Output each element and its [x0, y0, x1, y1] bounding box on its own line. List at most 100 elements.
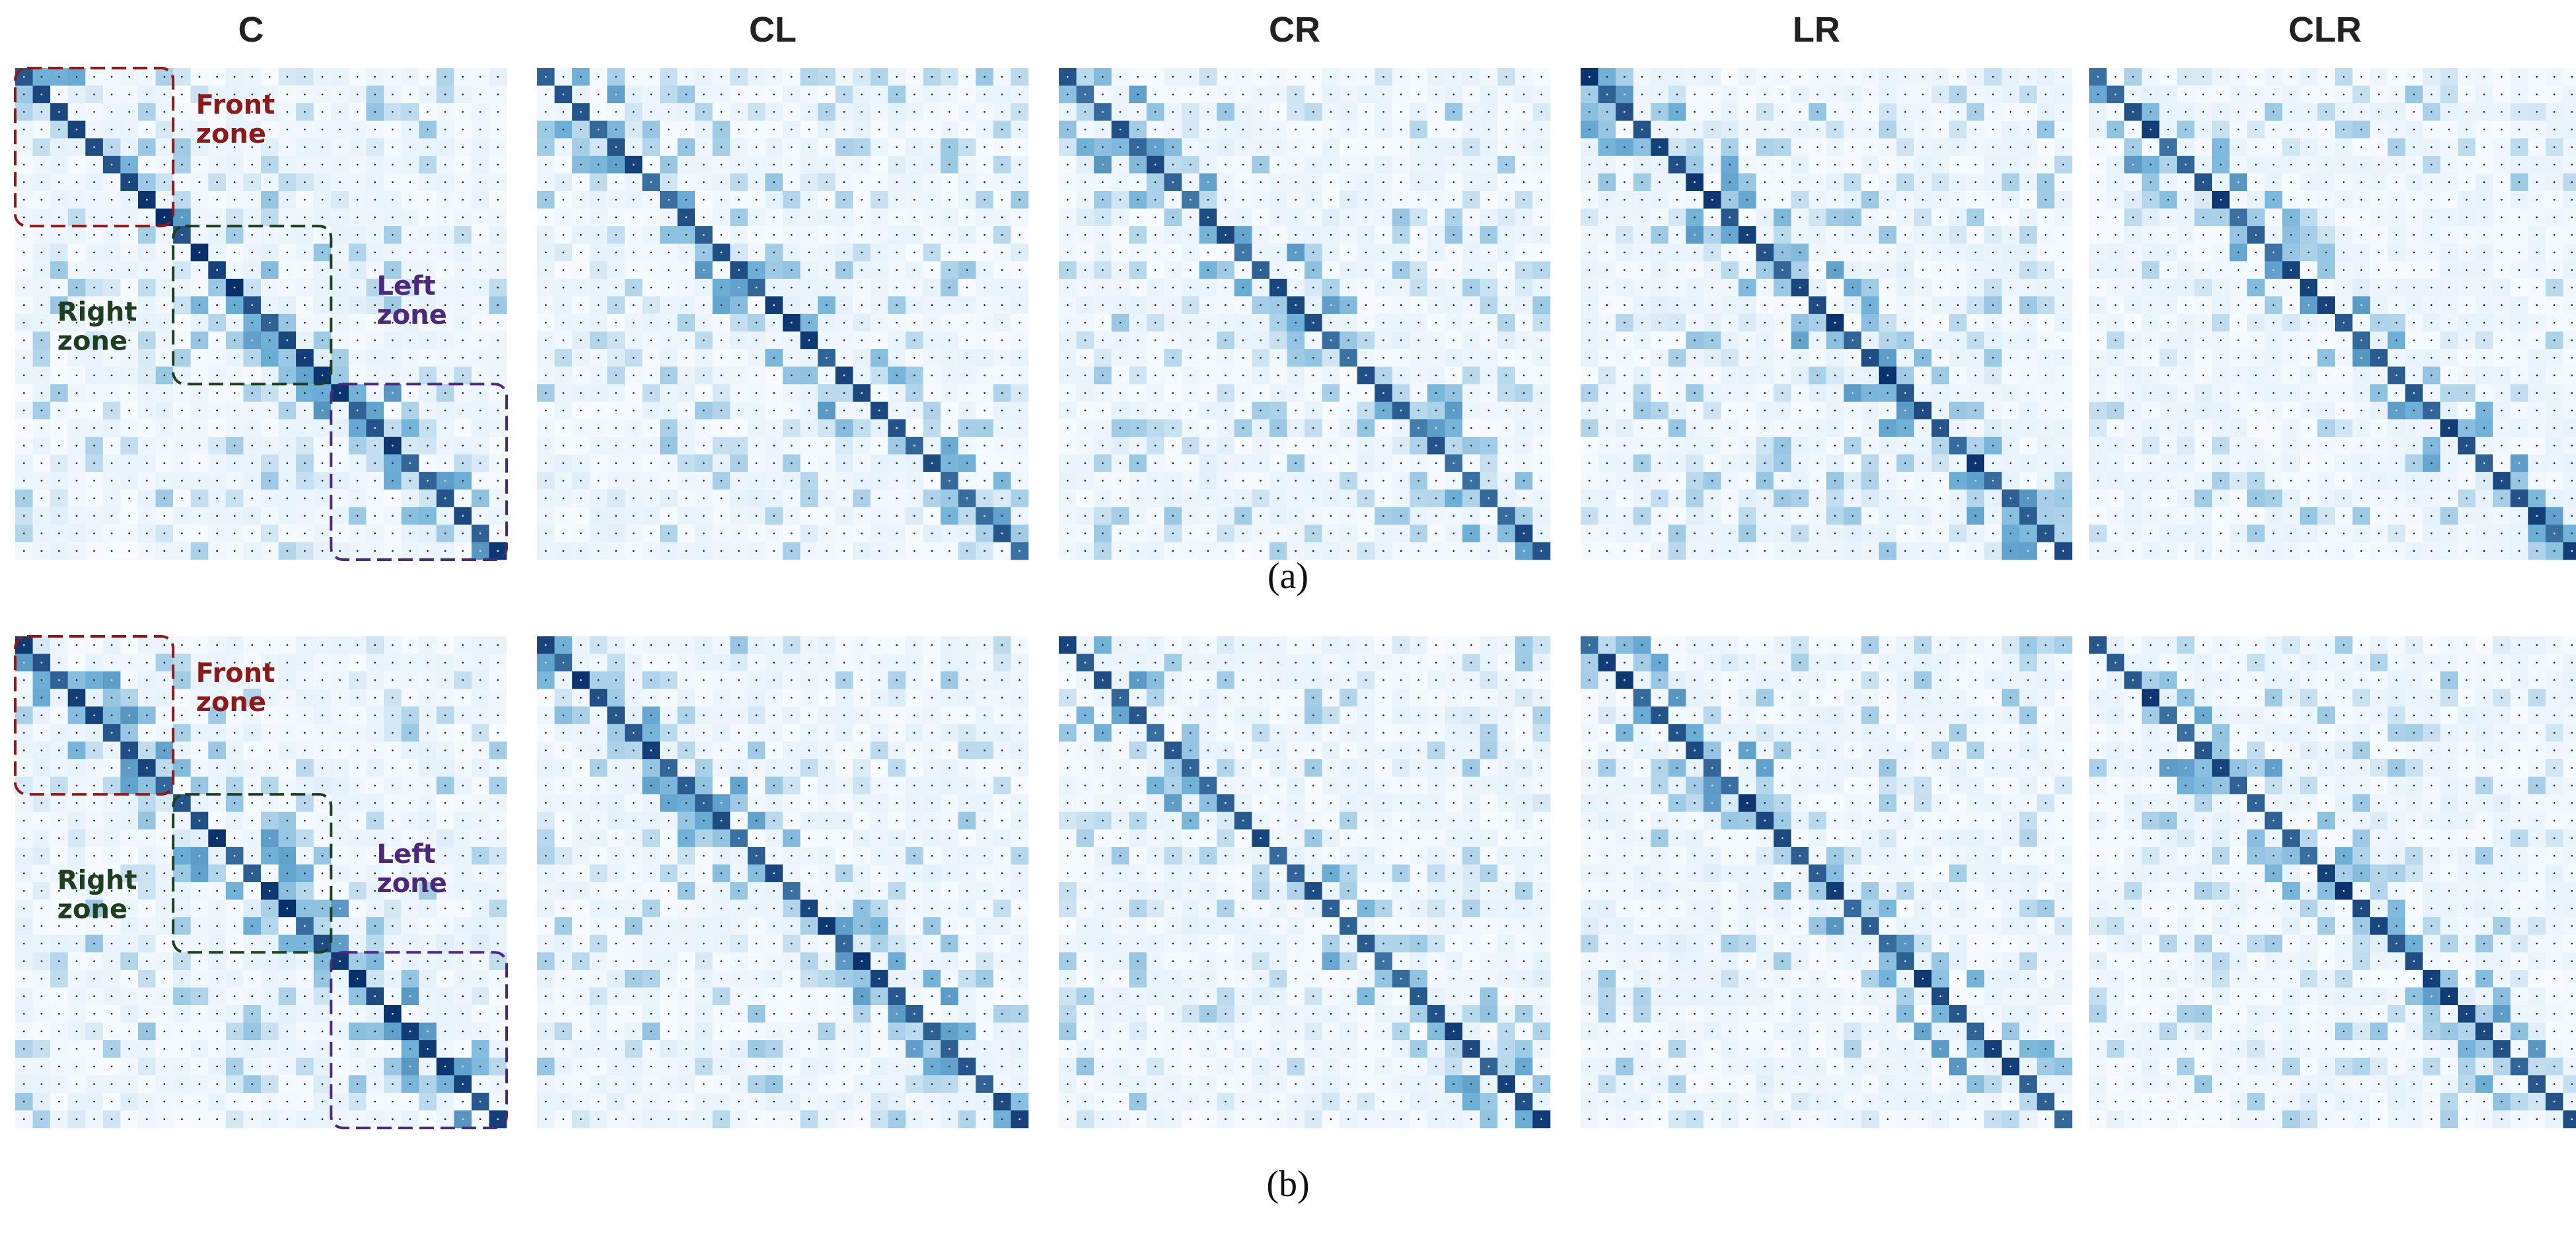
cell-value-dot [304, 550, 306, 552]
cell-value-dot [128, 234, 131, 236]
cell-value-dot [703, 321, 705, 324]
cell-value-dot [251, 357, 254, 359]
cell-value-dot [391, 409, 394, 412]
cell-value-dot [1019, 75, 1021, 78]
cell-value-dot [268, 427, 271, 430]
cell-value-dot [1137, 392, 1139, 394]
cell-value-dot [1365, 198, 1367, 201]
cell-value-dot [1207, 497, 1209, 500]
cell-value-dot [304, 269, 306, 271]
cell-value-dot [356, 146, 359, 148]
cell-value-dot [984, 462, 985, 465]
cell-value-dot [1729, 128, 1731, 131]
cell-value-dot [1992, 128, 1994, 131]
cell-value-dot [479, 181, 482, 184]
cell-value-dot [1382, 163, 1384, 166]
cell-value-dot [878, 321, 880, 324]
cell-value-dot [861, 321, 863, 324]
cell-value-dot [580, 251, 582, 254]
cell-value-dot [321, 462, 324, 465]
cell-value-dot [544, 75, 547, 78]
cell-value-dot [374, 427, 376, 430]
cell-value-dot [1019, 339, 1021, 342]
cell-value-dot [1260, 286, 1262, 289]
cell-value-dot [1417, 462, 1420, 465]
cell-value-dot [462, 304, 464, 307]
cell-value-dot [1417, 480, 1420, 482]
cell-value-dot [1330, 181, 1332, 184]
cell-value-dot [1659, 146, 1661, 148]
cell-value-dot [1207, 181, 1209, 184]
cell-value-dot [1487, 444, 1490, 447]
cell-value-dot [896, 111, 898, 113]
cell-value-dot [409, 392, 411, 394]
cell-value-dot [75, 339, 78, 342]
cell-value-dot [339, 444, 341, 447]
cell-value-dot [1084, 409, 1087, 412]
cell-value-dot [632, 146, 635, 148]
cell-value-dot [1505, 75, 1507, 78]
cell-value-dot [1522, 321, 1525, 324]
cell-value-dot [1207, 462, 1209, 465]
cell-value-dot [1225, 339, 1227, 342]
cell-value-dot [1588, 128, 1591, 131]
cell-value-dot [93, 497, 95, 500]
cell-value-dot [861, 409, 863, 412]
cell-value-dot [1295, 321, 1297, 324]
cell-value-dot [1137, 374, 1139, 377]
cell-value-dot [1417, 374, 1420, 377]
cell-value-dot [1540, 75, 1543, 78]
cell-value-dot [826, 427, 828, 430]
cell-value-dot [163, 286, 166, 289]
cell-value-dot [145, 93, 148, 96]
cell-value-dot [615, 480, 617, 482]
cell-value-dot [1522, 234, 1525, 236]
cell-value-dot [356, 462, 359, 465]
cell-value-dot [339, 93, 341, 96]
cell-value-dot [462, 462, 464, 465]
cell-value-dot [321, 93, 324, 96]
cell-value-dot [861, 532, 863, 535]
cell-value-dot [984, 497, 985, 500]
cell-value-dot [1066, 515, 1069, 517]
cell-value-dot [497, 462, 499, 465]
cell-value-dot [145, 532, 148, 535]
cell-value-dot [878, 497, 880, 500]
cell-value-dot [1312, 234, 1314, 236]
cell-value-dot [93, 462, 95, 465]
cell-value-dot [738, 374, 740, 377]
cell-value-dot [1207, 532, 1209, 535]
cell-value-dot [356, 75, 359, 78]
cell-value-dot [931, 409, 933, 412]
cell-value-dot [755, 409, 758, 412]
cell-value-dot [233, 480, 236, 482]
cell-value-dot [163, 146, 166, 148]
cell-value-dot [843, 321, 845, 324]
cell-value-dot [391, 163, 394, 166]
cell-value-dot [1400, 181, 1402, 184]
cell-value-dot [1974, 75, 1977, 78]
cell-value-dot [1470, 269, 1472, 271]
cell-value-dot [251, 480, 254, 482]
cell-value-dot [391, 128, 394, 131]
cell-value-dot [615, 163, 617, 166]
cell-value-dot [128, 515, 131, 517]
cell-value-dot [948, 321, 950, 324]
cell-value-dot [2009, 93, 2012, 96]
cell-value-dot [1400, 198, 1402, 201]
cell-value-dot [93, 75, 95, 78]
cell-value-dot [1137, 146, 1139, 148]
cell-value-dot [966, 286, 968, 289]
cell-value-dot [720, 427, 723, 430]
cell-value-dot [826, 251, 828, 254]
cell-value-dot [2062, 75, 2065, 78]
cell-value-dot [1400, 444, 1402, 447]
cell-value-dot [755, 181, 758, 184]
cell-value-dot [1347, 269, 1349, 271]
cell-value-dot [562, 462, 565, 465]
cell-value-dot [1400, 128, 1402, 131]
cell-value-dot [356, 93, 359, 96]
cell-value-dot [286, 234, 289, 236]
cell-value-dot [984, 409, 985, 412]
cell-value-dot [497, 75, 499, 78]
